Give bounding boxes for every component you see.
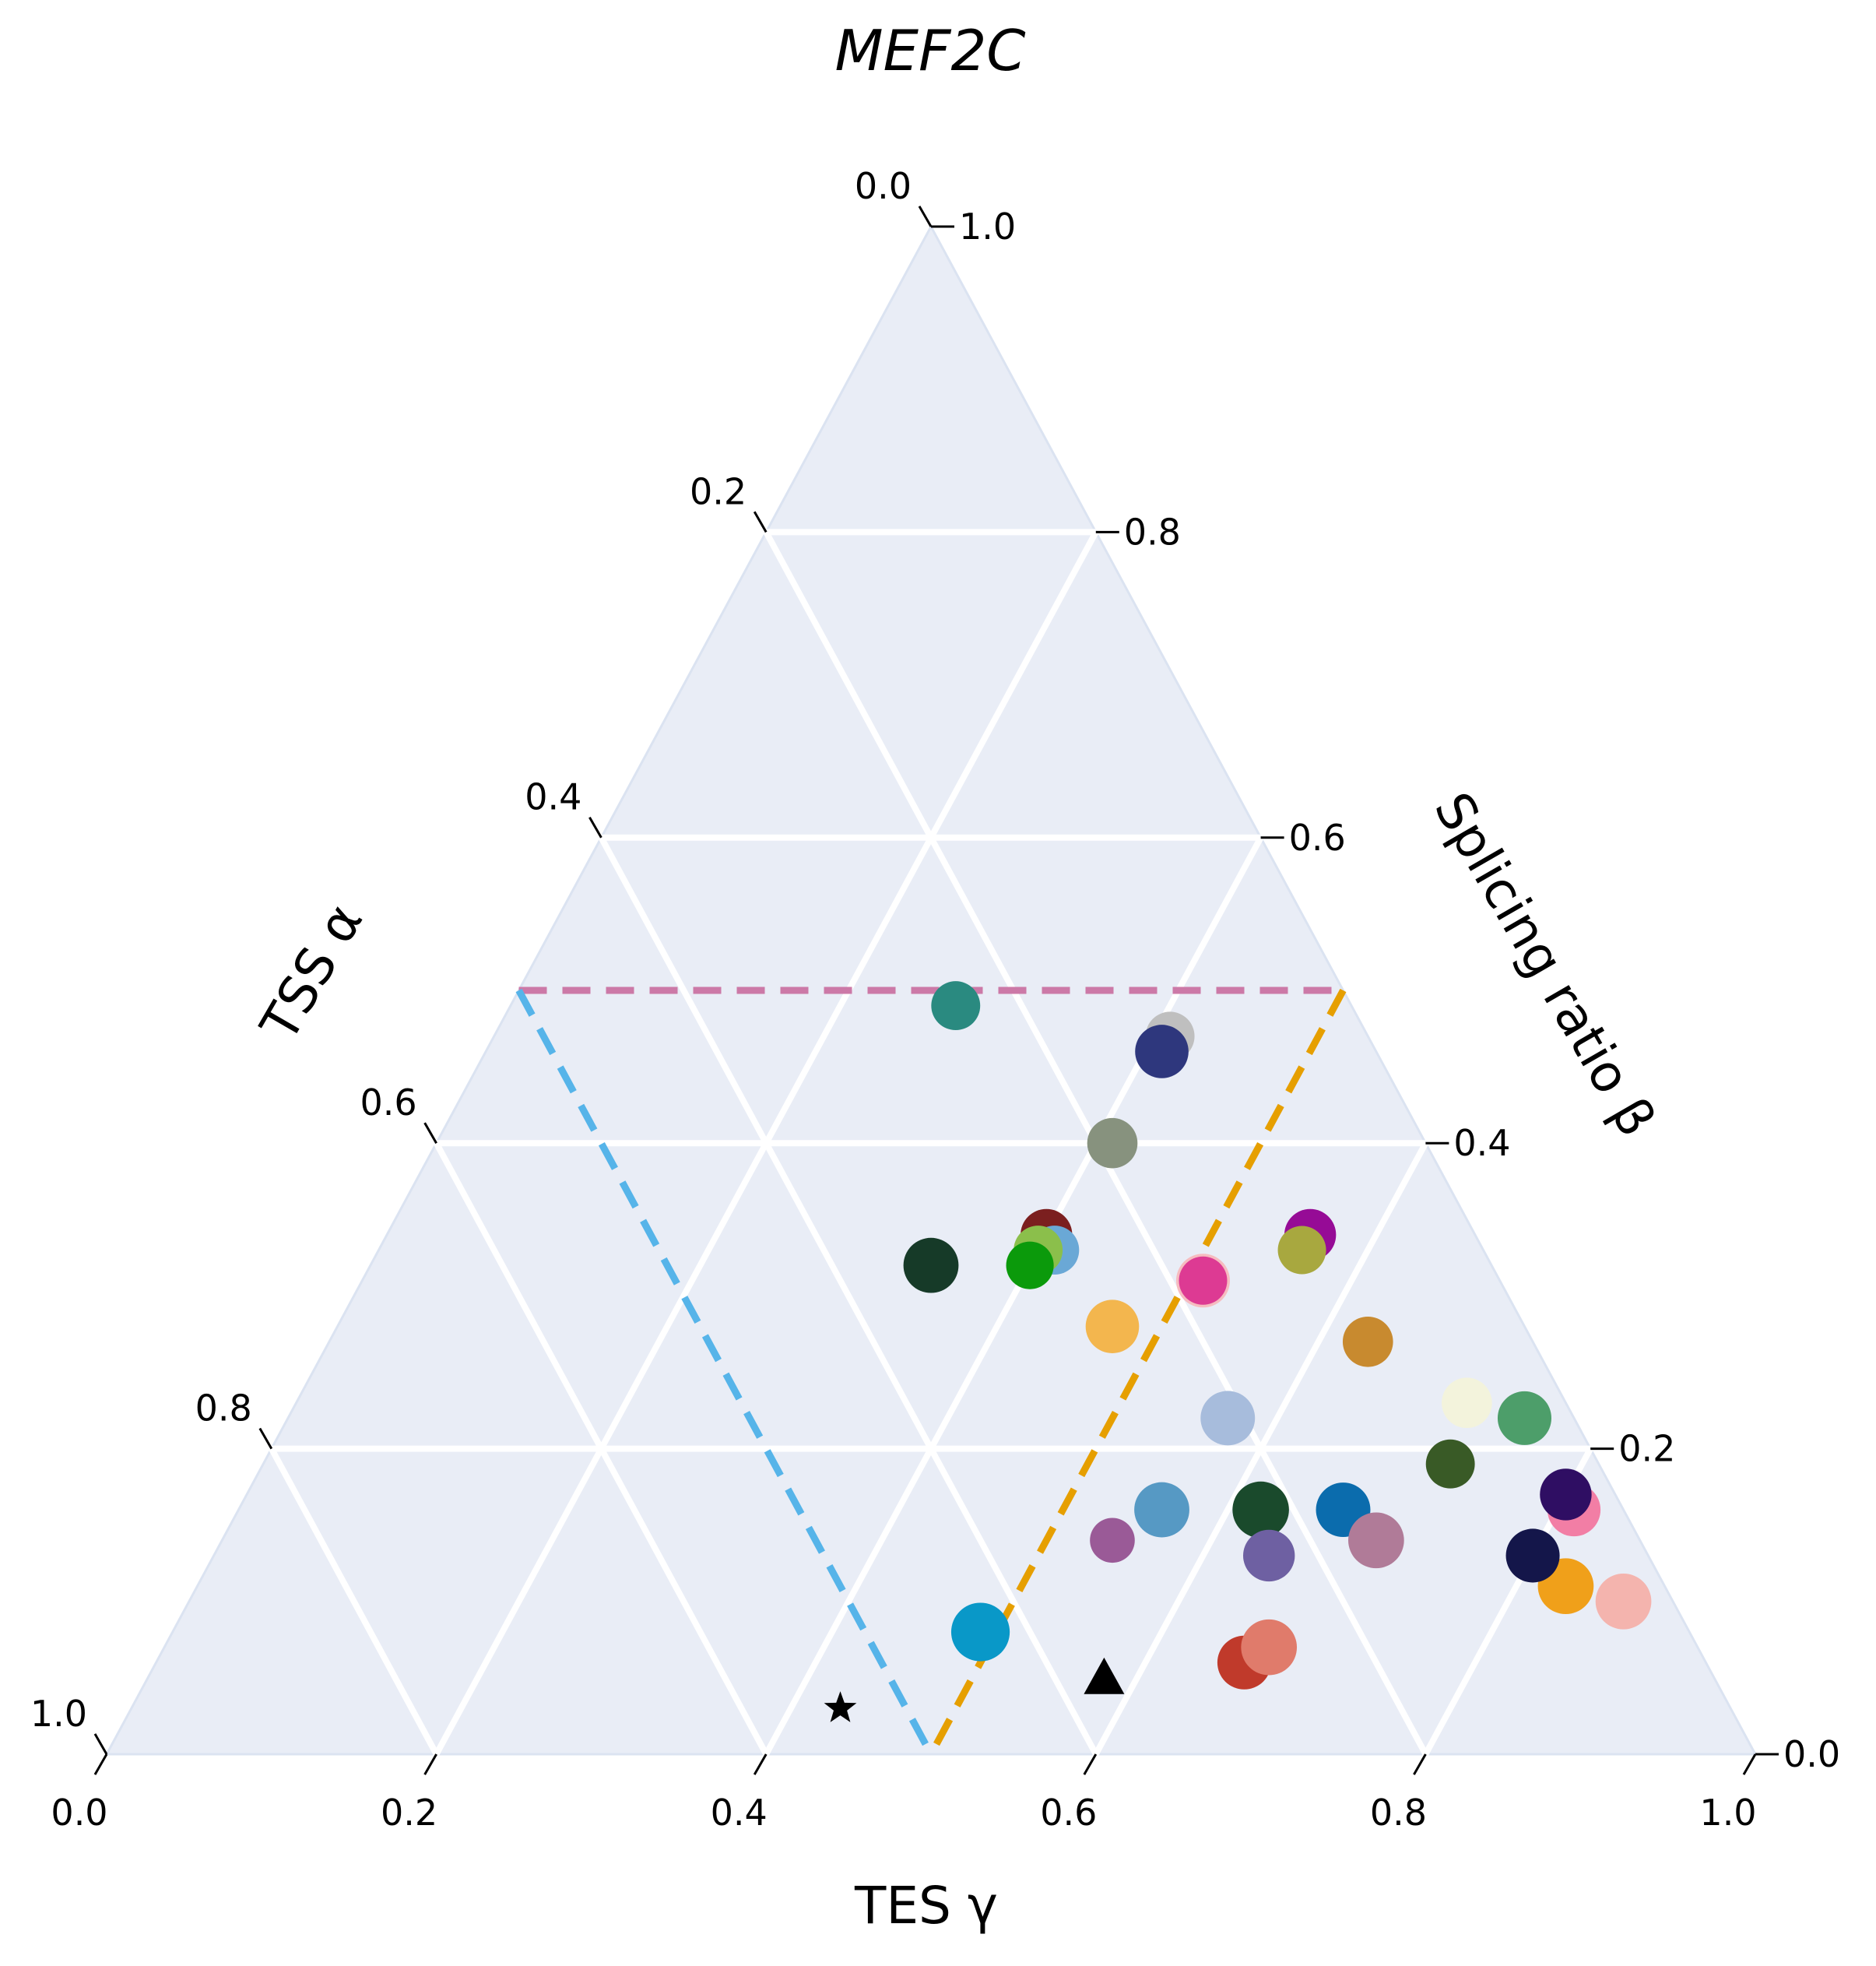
data-point-33 <box>1241 1619 1298 1676</box>
right-tick-label: 0.4 <box>1453 1122 1510 1164</box>
triangle-marker <box>1084 1657 1125 1694</box>
bottom-tick <box>1413 1753 1427 1775</box>
bottom-tick-label: 0.0 <box>51 1792 107 1834</box>
bottom-tick <box>93 1753 108 1775</box>
data-point-9 <box>903 1237 959 1293</box>
right-tick-label: 1.0 <box>959 206 1016 248</box>
bottom-tick <box>423 1753 437 1775</box>
data-points <box>903 981 1652 1690</box>
bottom-tick-label: 1.0 <box>1699 1792 1756 1834</box>
axis-ticks: 0.0 0.2 0.4 0.6 0.8 1.0 0.0 0.2 0.4 0.6 0.8 1.0 1.0 0… <box>30 165 1840 1834</box>
bottom-tick-label: 0.2 <box>381 1792 437 1834</box>
left-tick-label: 0.6 <box>360 1081 416 1124</box>
left-tick-label: 1.0 <box>30 1693 87 1735</box>
bottom-tick-label: 0.8 <box>1370 1792 1427 1834</box>
data-point-14 <box>1085 1300 1140 1353</box>
bottom-tick <box>1742 1753 1757 1775</box>
data-point-25 <box>1090 1518 1135 1563</box>
reference-markers <box>824 1657 1125 1722</box>
grid-line <box>598 835 1099 1756</box>
bottom-tick-label: 0.4 <box>711 1792 768 1834</box>
left-axis-title: TSS α <box>249 894 374 1052</box>
data-point-19 <box>1425 1439 1475 1489</box>
left-tick-label: 0.8 <box>195 1387 252 1430</box>
data-point-13 <box>1179 1256 1228 1305</box>
bottom-tick <box>1083 1753 1098 1775</box>
data-point-26 <box>1242 1529 1295 1582</box>
data-point-16 <box>1442 1377 1492 1429</box>
left-tick <box>753 511 768 533</box>
data-point-17 <box>1497 1391 1551 1445</box>
left-tick <box>588 816 602 839</box>
grid-line <box>434 1141 769 1756</box>
data-point-23 <box>1232 1481 1289 1539</box>
bottom-axis-title: TES γ <box>854 1876 998 1936</box>
left-tick-label: 0.2 <box>690 470 747 512</box>
bottom-tick <box>753 1753 768 1775</box>
right-tick-label: 0.2 <box>1618 1428 1675 1470</box>
data-point-31 <box>950 1602 1010 1662</box>
data-point-15 <box>1342 1316 1393 1367</box>
left-tick <box>93 1733 108 1755</box>
data-point-27 <box>1348 1512 1404 1569</box>
chart-title: MEF2C <box>834 18 1026 83</box>
grid-line <box>1093 1141 1428 1756</box>
data-point-24 <box>1134 1482 1189 1538</box>
data-point-18 <box>1200 1391 1256 1446</box>
left-tick-label: 0.0 <box>855 165 912 207</box>
right-tick-label: 0.8 <box>1124 511 1181 553</box>
right-tick-label: 0.0 <box>1783 1733 1840 1775</box>
left-tick-label: 0.4 <box>525 776 581 818</box>
right-axis-title: Splicing ratio β <box>1422 783 1667 1146</box>
data-point-3 <box>1135 1025 1189 1078</box>
data-point-1 <box>931 981 981 1031</box>
data-point-21 <box>1540 1468 1592 1521</box>
right-tick-label: 0.6 <box>1289 817 1346 859</box>
data-point-29 <box>1505 1528 1560 1583</box>
left-tick <box>258 1427 273 1450</box>
data-point-4 <box>1087 1117 1138 1169</box>
star-marker <box>824 1691 857 1722</box>
data-point-30 <box>1595 1573 1652 1630</box>
left-tick <box>918 206 933 227</box>
grid-line <box>269 1447 440 1756</box>
data-point-11 <box>1277 1226 1326 1275</box>
left-tick <box>423 1122 437 1144</box>
data-point-8 <box>1006 1241 1054 1289</box>
threshold-line-2 <box>515 988 934 1757</box>
bottom-tick-label: 0.6 <box>1040 1792 1097 1834</box>
